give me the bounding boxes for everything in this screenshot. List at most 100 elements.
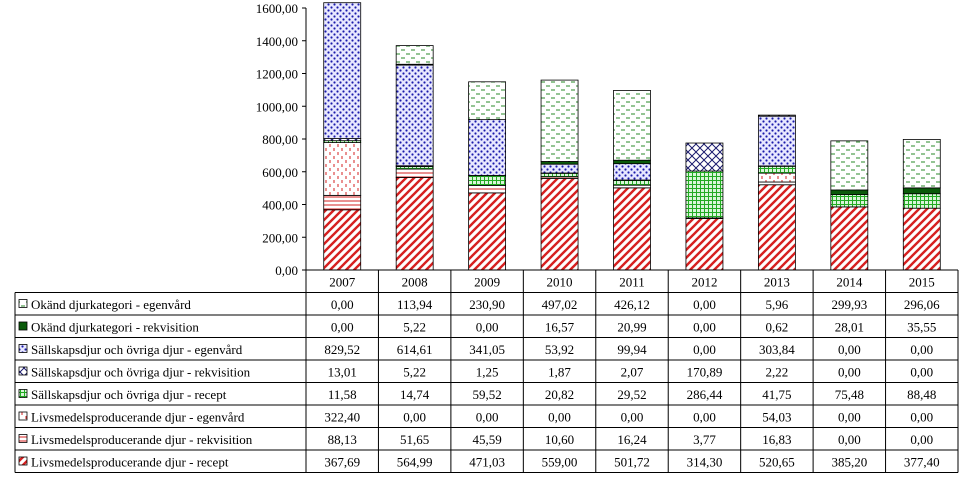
data-table-value: 559,00 <box>542 455 578 470</box>
legend-swatch <box>19 345 27 353</box>
data-table-value: 5,22 <box>403 365 426 380</box>
data-table-value: 230,90 <box>469 297 505 312</box>
x-category-label: 2007 <box>329 275 356 290</box>
bar-segment <box>469 176 506 186</box>
data-table-value: 0,00 <box>476 410 499 425</box>
data-table-value: 314,30 <box>687 455 723 470</box>
data-table-value: 564,99 <box>397 455 433 470</box>
data-table-value: 0,00 <box>693 320 716 335</box>
bar-segment <box>614 90 651 160</box>
bar-segment <box>614 180 651 185</box>
bar-segment <box>831 207 868 270</box>
data-table-value: 829,52 <box>324 342 360 357</box>
data-table-value: 41,75 <box>762 387 791 402</box>
legend-label: Sällskapsdjur och övriga djur - egenvård <box>31 342 243 357</box>
data-table-value: 385,20 <box>831 455 867 470</box>
y-tick-label: 800,00 <box>262 132 298 147</box>
data-table-value: 0,00 <box>910 342 933 357</box>
legend-label: Livsmedelsproducerande djur - egenvård <box>31 410 245 425</box>
y-tick-label: 0,00 <box>275 263 298 278</box>
x-category-label: 2013 <box>764 275 790 290</box>
y-tick-label: 600,00 <box>262 165 298 180</box>
x-category-label: 2010 <box>547 275 573 290</box>
bar-segment <box>396 169 433 177</box>
bar-segment <box>469 193 506 270</box>
data-table-value: 16,83 <box>762 432 791 447</box>
bar-segment <box>686 143 723 171</box>
x-category-label: 2009 <box>474 275 500 290</box>
bar-segment <box>541 161 578 164</box>
data-table-value: 0,00 <box>693 342 716 357</box>
legend-swatch <box>19 412 27 420</box>
bar-segment <box>324 210 361 270</box>
legend-swatch <box>19 367 27 375</box>
bar-segment <box>324 195 361 209</box>
data-table-value: 299,93 <box>831 297 867 312</box>
y-tick-label: 1000,00 <box>256 99 298 114</box>
data-table-value: 0,00 <box>910 432 933 447</box>
y-tick-label: 1400,00 <box>256 34 298 49</box>
bar-segment <box>469 82 506 120</box>
legend-label: Okänd djurkategori - egenvård <box>31 297 191 312</box>
x-category-label: 2015 <box>909 275 935 290</box>
data-table-value: 51,65 <box>400 432 429 447</box>
bar-segment <box>541 173 578 176</box>
data-table-value: 2,22 <box>766 365 789 380</box>
bar-segment <box>831 190 868 195</box>
data-table-value: 1,87 <box>548 365 571 380</box>
y-tick-label: 400,00 <box>262 198 298 213</box>
data-table-value: 16,24 <box>617 432 647 447</box>
data-table-value: 471,03 <box>469 455 505 470</box>
data-table-value: 497,02 <box>542 297 578 312</box>
data-table-value: 20,99 <box>617 320 646 335</box>
legend-swatch <box>19 322 27 330</box>
bar-segment <box>758 185 795 270</box>
legend-swatch <box>19 435 27 443</box>
bar-segment <box>469 120 506 176</box>
data-table-value: 296,06 <box>904 297 940 312</box>
data-table-value: 10,60 <box>545 432 574 447</box>
bar-segment <box>324 143 361 196</box>
data-table-value: 54,03 <box>762 410 791 425</box>
data-table-value: 520,65 <box>759 455 795 470</box>
bar-segment <box>396 65 433 166</box>
bar-segment <box>758 166 795 173</box>
data-table-value: 11,58 <box>328 387 357 402</box>
legend-swatch <box>19 390 27 398</box>
data-table-value: 53,92 <box>545 342 574 357</box>
data-table-value: 0,00 <box>548 410 571 425</box>
data-table-value: 286,44 <box>687 387 723 402</box>
bar-segment <box>541 178 578 270</box>
data-table-value: 0,00 <box>838 410 861 425</box>
bar-segment <box>396 177 433 270</box>
bar-segment <box>903 188 940 194</box>
legend-label: Livsmedelsproducerande djur - rekvisitio… <box>31 432 253 447</box>
data-table-value: 2,07 <box>621 365 644 380</box>
data-table-value: 59,52 <box>472 387 501 402</box>
data-table-value: 5,96 <box>766 297 789 312</box>
bar-segment <box>758 116 795 166</box>
legend-label: Okänd djurkategori - rekvisition <box>31 320 199 335</box>
x-category-label: 2012 <box>691 275 717 290</box>
data-table-value: 0,00 <box>403 410 426 425</box>
bar-segment <box>758 115 795 116</box>
data-table-value: 14,74 <box>400 387 430 402</box>
bar-segment <box>831 195 868 207</box>
bar-segment <box>831 141 868 190</box>
data-table-value: 3,77 <box>693 432 716 447</box>
data-table-value: 0,00 <box>476 320 499 335</box>
data-table-value: 16,57 <box>545 320 575 335</box>
data-table-value: 322,40 <box>324 410 360 425</box>
bar-segment <box>614 188 651 270</box>
data-table-value: 1,25 <box>476 365 499 380</box>
legend-label: Livsmedelsproducerande djur - recept <box>31 455 229 470</box>
legend-swatch <box>19 300 27 308</box>
data-table-value: 35,55 <box>907 320 936 335</box>
data-table-value: 0,00 <box>693 297 716 312</box>
data-table-value: 20,82 <box>545 387 574 402</box>
bar-segment <box>903 194 940 208</box>
bar-segment <box>614 160 651 163</box>
data-table-value: 377,40 <box>904 455 940 470</box>
